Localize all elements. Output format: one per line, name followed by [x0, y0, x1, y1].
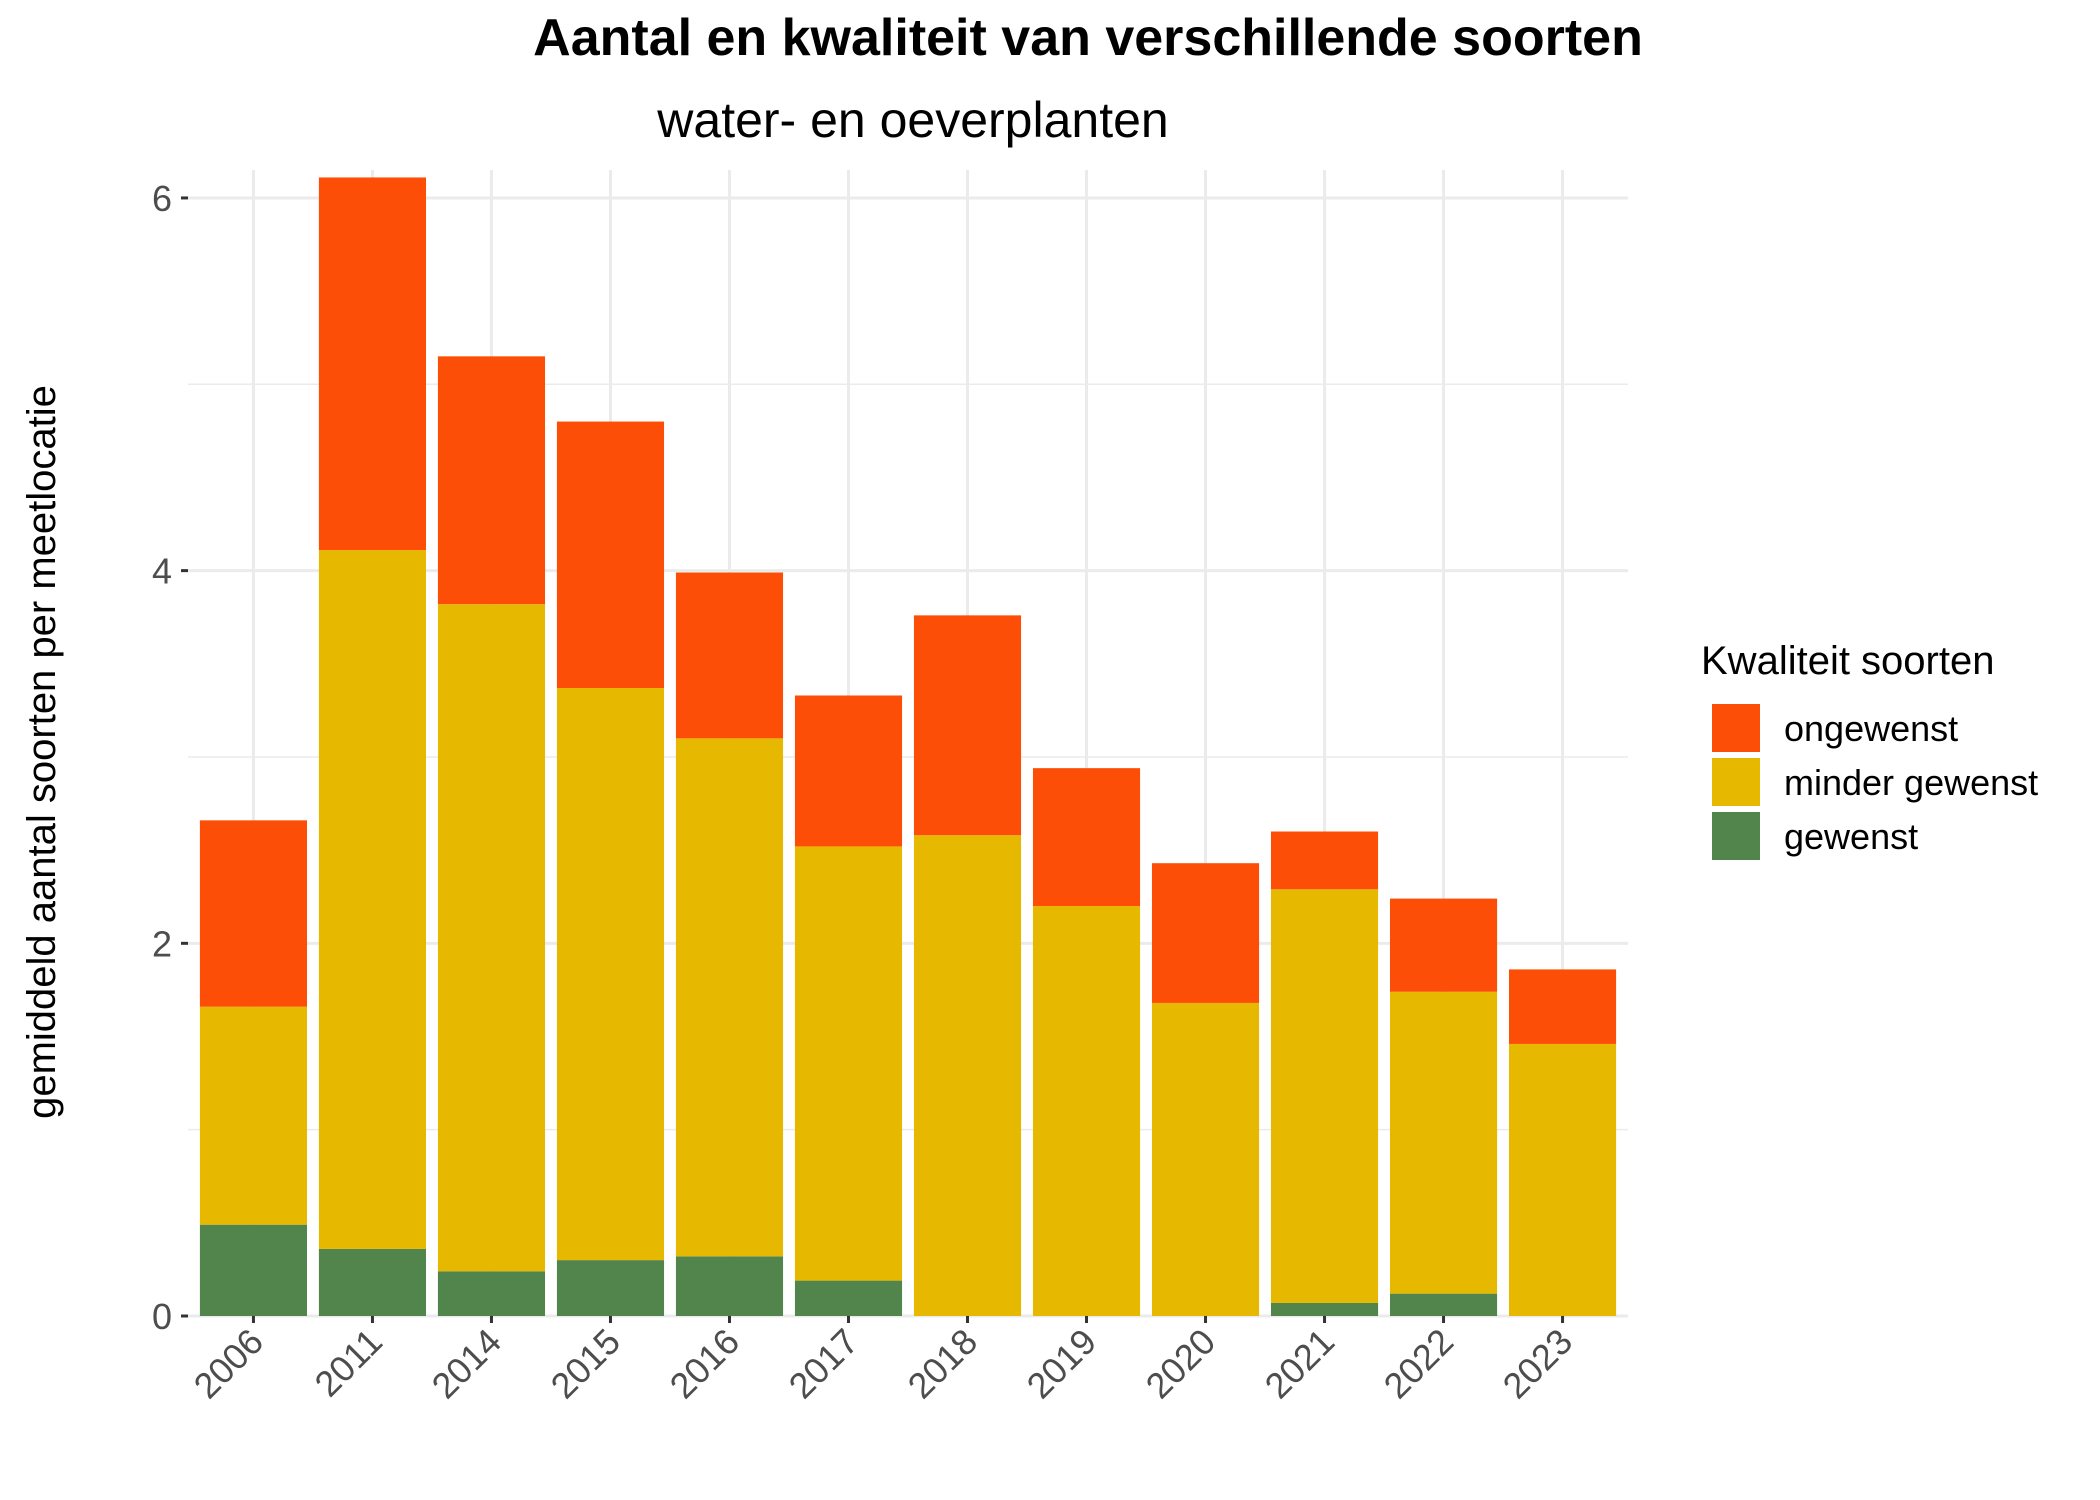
legend-swatch-ongewenst — [1712, 704, 1760, 752]
bar-ongewenst-2014 — [437, 356, 546, 605]
bar-minder-gewenst-2017 — [794, 846, 903, 1281]
chart-title: Aantal en kwaliteit van verschillende so… — [533, 9, 1643, 67]
bars — [199, 177, 1617, 1316]
x-tick-label: 2017 — [781, 1321, 867, 1407]
bar-minder-gewenst-2022 — [1389, 991, 1498, 1294]
bar-minder-gewenst-2015 — [556, 688, 665, 1261]
bar-minder-gewenst-2006 — [199, 1006, 308, 1225]
bar-gewenst-2006 — [199, 1224, 308, 1316]
bar-ongewenst-2019 — [1032, 768, 1141, 907]
bar-ongewenst-2023 — [1508, 969, 1617, 1044]
x-tick-label: 2020 — [1138, 1321, 1224, 1407]
bar-minder-gewenst-2021 — [1270, 889, 1379, 1303]
bar-minder-gewenst-2014 — [437, 604, 546, 1272]
x-tick-label: 2014 — [424, 1321, 510, 1407]
x-tick-label: 2019 — [1019, 1321, 1105, 1407]
legend: Kwaliteit soorten ongewenst minder gewens… — [1701, 639, 2038, 860]
y-tick-label: 2 — [152, 923, 172, 964]
x-tick-label: 2021 — [1257, 1321, 1343, 1407]
x-tick-label: 2023 — [1495, 1321, 1581, 1407]
x-tick-label: 2006 — [185, 1321, 271, 1407]
bar-ongewenst-2015 — [556, 421, 665, 689]
legend-title: Kwaliteit soorten — [1701, 639, 1994, 683]
bar-ongewenst-2017 — [794, 695, 903, 847]
bar-minder-gewenst-2020 — [1151, 1002, 1260, 1316]
y-tick-label: 0 — [152, 1296, 172, 1337]
y-axis-label: gemiddeld aantal soorten per meetlocatie — [20, 385, 64, 1119]
x-tick-label: 2018 — [900, 1321, 986, 1407]
y-tick-label: 4 — [152, 551, 172, 592]
bar-gewenst-2015 — [556, 1260, 665, 1316]
bar-ongewenst-2011 — [318, 177, 427, 551]
legend-label-ongewenst: ongewenst — [1784, 708, 1958, 749]
bar-gewenst-2011 — [318, 1248, 427, 1316]
x-axis: 2006 2011 2014 2015 2016 2017 2018 2019 2020 2021… — [185, 1316, 1580, 1406]
chart-subtitle: water- en oeverplanten — [656, 92, 1168, 148]
bar-ongewenst-2020 — [1151, 863, 1260, 1003]
bar-ongewenst-2022 — [1389, 898, 1498, 992]
legend-swatch-gewenst — [1712, 812, 1760, 860]
bar-gewenst-2016 — [675, 1256, 784, 1316]
bar-gewenst-2022 — [1389, 1293, 1498, 1316]
bar-ongewenst-2018 — [913, 615, 1022, 836]
x-tick-label: 2015 — [543, 1321, 629, 1407]
x-tick-label: 2016 — [662, 1321, 748, 1407]
x-tick-label: 2022 — [1376, 1321, 1462, 1407]
x-tick-label: 2011 — [306, 1321, 390, 1405]
legend-swatch-minder-gewenst — [1712, 758, 1760, 806]
bar-ongewenst-2016 — [675, 572, 784, 739]
bar-gewenst-2017 — [794, 1280, 903, 1316]
bar-gewenst-2014 — [437, 1271, 546, 1316]
bar-minder-gewenst-2011 — [318, 550, 427, 1249]
legend-label-gewenst: gewenst — [1784, 816, 1918, 857]
y-axis: 0 2 4 6 — [152, 178, 188, 1337]
bar-minder-gewenst-2016 — [675, 738, 784, 1257]
y-tick-label: 6 — [152, 178, 172, 219]
bar-ongewenst-2006 — [199, 820, 308, 1007]
legend-label-minder-gewenst: minder gewenst — [1784, 762, 2038, 803]
bar-minder-gewenst-2023 — [1508, 1043, 1617, 1316]
bar-ongewenst-2021 — [1270, 831, 1379, 890]
bar-minder-gewenst-2019 — [1032, 906, 1141, 1316]
bar-minder-gewenst-2018 — [913, 835, 1022, 1316]
bar-gewenst-2021 — [1270, 1302, 1379, 1316]
